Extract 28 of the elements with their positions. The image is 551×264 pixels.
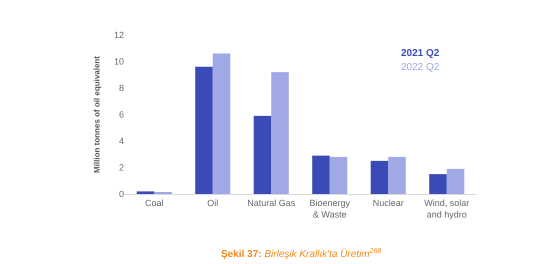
bar <box>312 156 330 194</box>
y-tick-label: 6 <box>118 110 124 120</box>
bar <box>271 72 289 194</box>
text: 2022 Q2 <box>401 62 440 73</box>
y-tick-label: 12 <box>114 30 124 40</box>
bar <box>330 156 348 194</box>
x-tick-label: Wind, solar and hydro <box>424 198 470 220</box>
bar <box>388 156 406 194</box>
bar <box>370 160 388 194</box>
x-tick-label: Coal <box>144 198 164 208</box>
y-tick-label: 4 <box>118 136 124 146</box>
bar <box>195 66 213 194</box>
y-axis-title: Million tonnes of oil equivalent <box>92 56 102 173</box>
text: Şekil 37: Birleşik Krallık'ta Üretim$^{268}$ <box>221 248 382 260</box>
text: 2021 Q2 <box>401 48 440 59</box>
bar <box>446 168 464 194</box>
x-tick-label: Bioenergy & Waste <box>309 198 351 220</box>
bar <box>429 174 447 194</box>
x-tick-label: Oil <box>207 198 218 208</box>
x-tick-label: Natural Gas <box>247 198 296 208</box>
y-tick-label: 2 <box>118 162 124 173</box>
bar <box>212 54 230 194</box>
bar <box>254 116 272 194</box>
y-tick-label: 0 <box>118 189 124 200</box>
bar <box>136 191 154 194</box>
y-tick-label: 10 <box>114 56 124 67</box>
y-tick-label: 8 <box>118 83 124 94</box>
x-tick-label: Nuclear <box>372 198 404 208</box>
